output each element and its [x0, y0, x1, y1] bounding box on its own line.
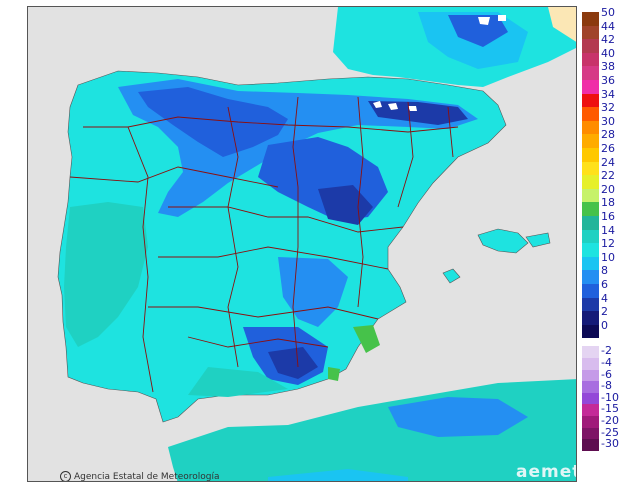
- legend-label: -8: [601, 379, 612, 393]
- credit-text: Agencia Estatal de Meteorología: [74, 472, 220, 482]
- legend-swatch: [582, 256, 599, 271]
- legend-label: 44: [601, 19, 615, 33]
- sahara-edge: [268, 469, 408, 481]
- legend-label: 6: [601, 278, 608, 291]
- legend-swatch: [582, 25, 599, 40]
- andalusia-mild: [188, 367, 288, 397]
- legend-label: 2: [601, 305, 608, 319]
- legend-swatch: [582, 175, 599, 189]
- legend-label: 26: [601, 142, 615, 155]
- temperature-map: c Agencia Estatal de Meteorología aemet: [27, 6, 577, 482]
- legend-swatch: [582, 284, 599, 298]
- legend-swatch: [582, 392, 599, 405]
- alps-cold: [448, 15, 508, 47]
- legend-label: 8: [601, 264, 608, 278]
- legend-swatch: [582, 311, 599, 325]
- ibiza: [442, 268, 461, 284]
- legend-label: 32: [601, 101, 615, 115]
- legend-swatch: [582, 416, 599, 428]
- legend-swatch: [582, 369, 599, 382]
- legend-label: 30: [601, 114, 615, 128]
- legend-swatch: [582, 120, 599, 135]
- legend-swatch: [582, 346, 599, 358]
- legend-swatch: [582, 358, 599, 370]
- cantabrian-cold: [138, 87, 288, 157]
- sierra-nevada-core: [268, 347, 318, 379]
- snow-patch: [388, 103, 398, 110]
- legend-label: 14: [601, 223, 615, 237]
- legend-label: 10: [601, 250, 615, 264]
- legend-label: 18: [601, 196, 615, 210]
- legend-swatch: [582, 107, 599, 121]
- legend-swatch: [582, 439, 599, 451]
- legend-label: 50: [601, 6, 615, 19]
- legend-label: 0: [601, 318, 608, 332]
- legend-label: -25: [601, 425, 619, 439]
- mallorca: [477, 228, 529, 254]
- legend-swatch: [582, 66, 599, 80]
- legend-label: 28: [601, 128, 615, 142]
- legend-swatch: [582, 324, 599, 339]
- agency-credit: c Agencia Estatal de Meteorología: [60, 471, 220, 482]
- legend-label: 40: [601, 46, 615, 60]
- legend-swatch: [582, 188, 599, 203]
- portugal-mild: [64, 202, 148, 347]
- aemet-logo: aemet: [516, 462, 577, 482]
- legend-label: -10: [601, 390, 619, 404]
- legend-label: 22: [601, 169, 615, 183]
- legend-swatch: [582, 80, 599, 94]
- map-canvas: [28, 7, 576, 481]
- legend-swatch: [582, 148, 599, 162]
- legend-label: 42: [601, 33, 615, 47]
- legend-label: -4: [601, 356, 612, 369]
- legend-label: 38: [601, 60, 615, 74]
- legend-swatch: [582, 229, 599, 244]
- legend-swatch: [582, 243, 599, 257]
- legend-label: -15: [601, 402, 619, 416]
- legend-swatch: [582, 297, 599, 312]
- legend-swatch: [582, 12, 599, 26]
- legend-label: 34: [601, 87, 615, 101]
- legend-swatch: [582, 427, 599, 440]
- almeria-warm: [328, 367, 340, 381]
- iberia-land: [57, 70, 507, 423]
- legend-swatch: [582, 134, 599, 148]
- snow-patch: [498, 15, 506, 21]
- legend-swatch: [582, 404, 599, 416]
- snow-patch: [373, 101, 382, 108]
- legend-swatch: [582, 93, 599, 108]
- snow-patch: [408, 106, 417, 111]
- legend-swatch: [582, 202, 599, 216]
- province-borders: [69, 96, 459, 393]
- legend-label: 36: [601, 74, 615, 87]
- legend-label: 24: [601, 155, 615, 169]
- legend-label: 16: [601, 210, 615, 223]
- legend-label: 12: [601, 237, 615, 251]
- legend-label: 4: [601, 291, 608, 305]
- legend-swatch: [582, 39, 599, 53]
- murcia-warm: [353, 325, 380, 353]
- legend-label: -20: [601, 414, 619, 427]
- legend-label: -30: [601, 437, 619, 451]
- copyright-icon: c: [60, 471, 71, 481]
- legend-swatch: [582, 270, 599, 284]
- legend-swatch: [582, 381, 599, 393]
- legend-label: -6: [601, 367, 612, 381]
- snow-patch: [478, 17, 490, 25]
- legend-swatch: [582, 52, 599, 67]
- atlas-cool: [388, 397, 528, 437]
- legend-swatch: [582, 161, 599, 176]
- menorca: [525, 232, 551, 248]
- temperature-legend: 50 44 42 40 38 36 34 32 30 28 26 24 22 20 18 16 14 12 10 8 6…: [582, 7, 628, 488]
- legend-swatch: [582, 216, 599, 230]
- legend-label: 20: [601, 182, 615, 196]
- legend-label: -2: [601, 344, 612, 358]
- france-warm-patch: [548, 7, 576, 42]
